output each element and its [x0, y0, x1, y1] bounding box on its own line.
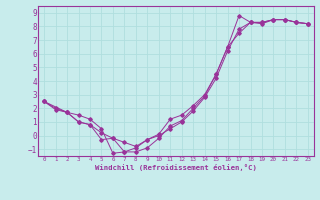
X-axis label: Windchill (Refroidissement éolien,°C): Windchill (Refroidissement éolien,°C)	[95, 164, 257, 171]
